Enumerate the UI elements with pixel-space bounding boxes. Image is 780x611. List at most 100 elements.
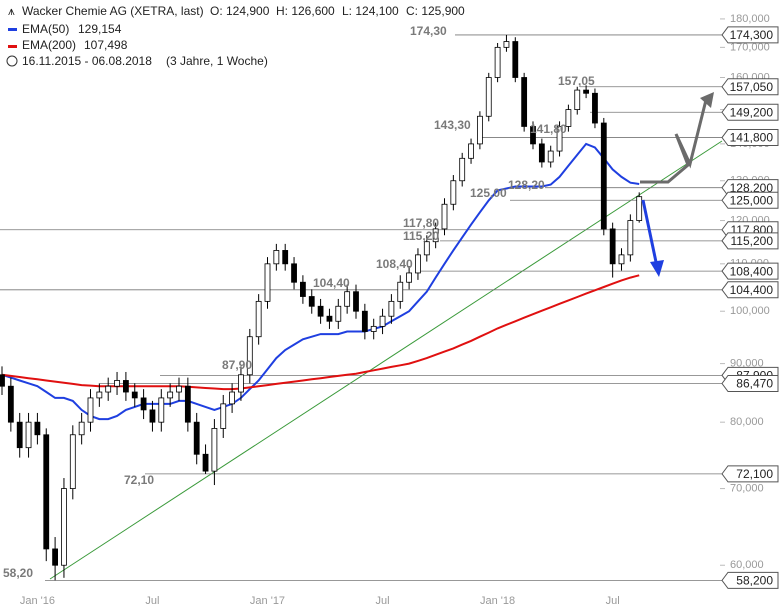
candle-body <box>52 548 58 566</box>
candle-body <box>211 428 218 472</box>
candle-body <box>530 126 536 145</box>
level-label: 149,200 <box>730 105 774 119</box>
legend-label: EMA(200) <box>22 38 76 52</box>
candle-body <box>176 385 182 393</box>
annotation: 115,20 <box>403 229 439 243</box>
ema-line <box>1 142 640 421</box>
candle-body <box>193 421 200 455</box>
candle-body <box>423 241 430 256</box>
candle-body <box>441 203 448 230</box>
chart-title: Wacker Chemie AG (XETRA, last) <box>22 4 204 18</box>
candle-body <box>246 336 253 376</box>
candle-body <box>308 296 315 307</box>
projection-arrow-down <box>641 199 658 263</box>
candle-body <box>574 89 581 110</box>
candle-body <box>229 391 236 405</box>
level-box <box>721 26 779 44</box>
candle-body <box>69 434 76 489</box>
candle-body <box>43 434 50 550</box>
level-label: 86,470 <box>736 377 773 391</box>
level-box <box>721 191 779 209</box>
candle-body <box>25 421 32 449</box>
annotation: 87,90 <box>222 358 252 372</box>
candle-body <box>503 41 510 48</box>
level-label: 125,000 <box>730 193 774 207</box>
candle-body <box>7 385 14 423</box>
candle-body <box>370 325 377 332</box>
candle-body <box>184 385 191 423</box>
period-note: (3 Jahre, 1 Woche) <box>166 54 268 68</box>
level-label: 104,400 <box>730 283 774 297</box>
level-box <box>721 375 779 393</box>
level-box <box>721 103 779 121</box>
candle-body <box>397 281 404 302</box>
period: 16.11.2015 - 06.08.2018 <box>22 54 152 68</box>
candle-body <box>600 122 607 230</box>
candle-body <box>96 391 103 399</box>
candle-body <box>335 305 342 322</box>
candle-body <box>299 281 306 297</box>
arrow-head <box>650 260 664 277</box>
candle-body <box>521 77 528 127</box>
candle-body <box>105 385 112 393</box>
candle-body <box>618 254 625 265</box>
x-tick-label: Jan '17 <box>250 595 285 607</box>
y-tick-label: 180,000 <box>730 13 770 25</box>
legend-swatch <box>8 45 17 48</box>
annotation: 104,40 <box>313 276 350 290</box>
candle-body <box>264 263 271 302</box>
candle-body <box>450 180 457 205</box>
ema-line <box>1 274 640 391</box>
candle-body <box>468 143 474 159</box>
level-box <box>721 571 779 589</box>
candle-body <box>123 380 129 393</box>
level-label: 174,300 <box>730 28 774 42</box>
candle-body <box>202 453 209 472</box>
candle-body <box>34 421 41 436</box>
legend-value: 107,498 <box>84 38 128 52</box>
annotation: 174,30 <box>410 24 447 38</box>
x-tick-label: Jul <box>145 595 159 607</box>
annotation: 72,10 <box>124 473 154 487</box>
projection-arrow-up <box>640 99 708 184</box>
candle-body <box>158 397 165 423</box>
candle-body <box>114 380 120 387</box>
ohlc-open: O: 124,900 <box>210 4 270 18</box>
candle-body <box>78 421 85 436</box>
candle-body <box>485 77 492 117</box>
level-box <box>721 232 779 250</box>
y-tick-label: 60,000 <box>730 559 764 571</box>
annotation: 108,40 <box>376 257 413 271</box>
level-box <box>721 129 779 147</box>
candle-body <box>344 291 351 307</box>
candle-body <box>255 300 262 338</box>
candle-body <box>131 391 138 399</box>
candle-body <box>538 143 545 163</box>
level-label: 115,200 <box>731 234 774 248</box>
level-label: 157,050 <box>730 80 774 94</box>
y-tick-label: 90,000 <box>730 358 764 370</box>
annotation: 117,80 <box>403 216 439 230</box>
candle-body <box>547 150 554 163</box>
level-label: 128,200 <box>730 181 774 195</box>
candle-body <box>61 488 67 566</box>
candle-body <box>583 89 589 94</box>
candle-body <box>388 300 395 317</box>
candle-body <box>0 374 5 387</box>
candle-body <box>636 196 643 221</box>
candle-body <box>140 397 147 411</box>
x-tick-label: Jan '16 <box>20 595 55 607</box>
annotation: 125,00 <box>470 186 507 200</box>
candle-body <box>432 228 439 243</box>
candle-body <box>565 109 572 127</box>
legend-value: 129,154 <box>78 22 122 36</box>
candle-body <box>273 250 280 265</box>
candle-body <box>238 374 244 393</box>
y-tick-label: 80,000 <box>730 416 764 428</box>
level-label: 108,400 <box>730 264 774 278</box>
candle-body <box>220 403 227 429</box>
candle-body <box>459 157 466 182</box>
annotation: 128,20 <box>508 178 545 192</box>
ohlc-low: L: 124,100 <box>342 4 399 18</box>
